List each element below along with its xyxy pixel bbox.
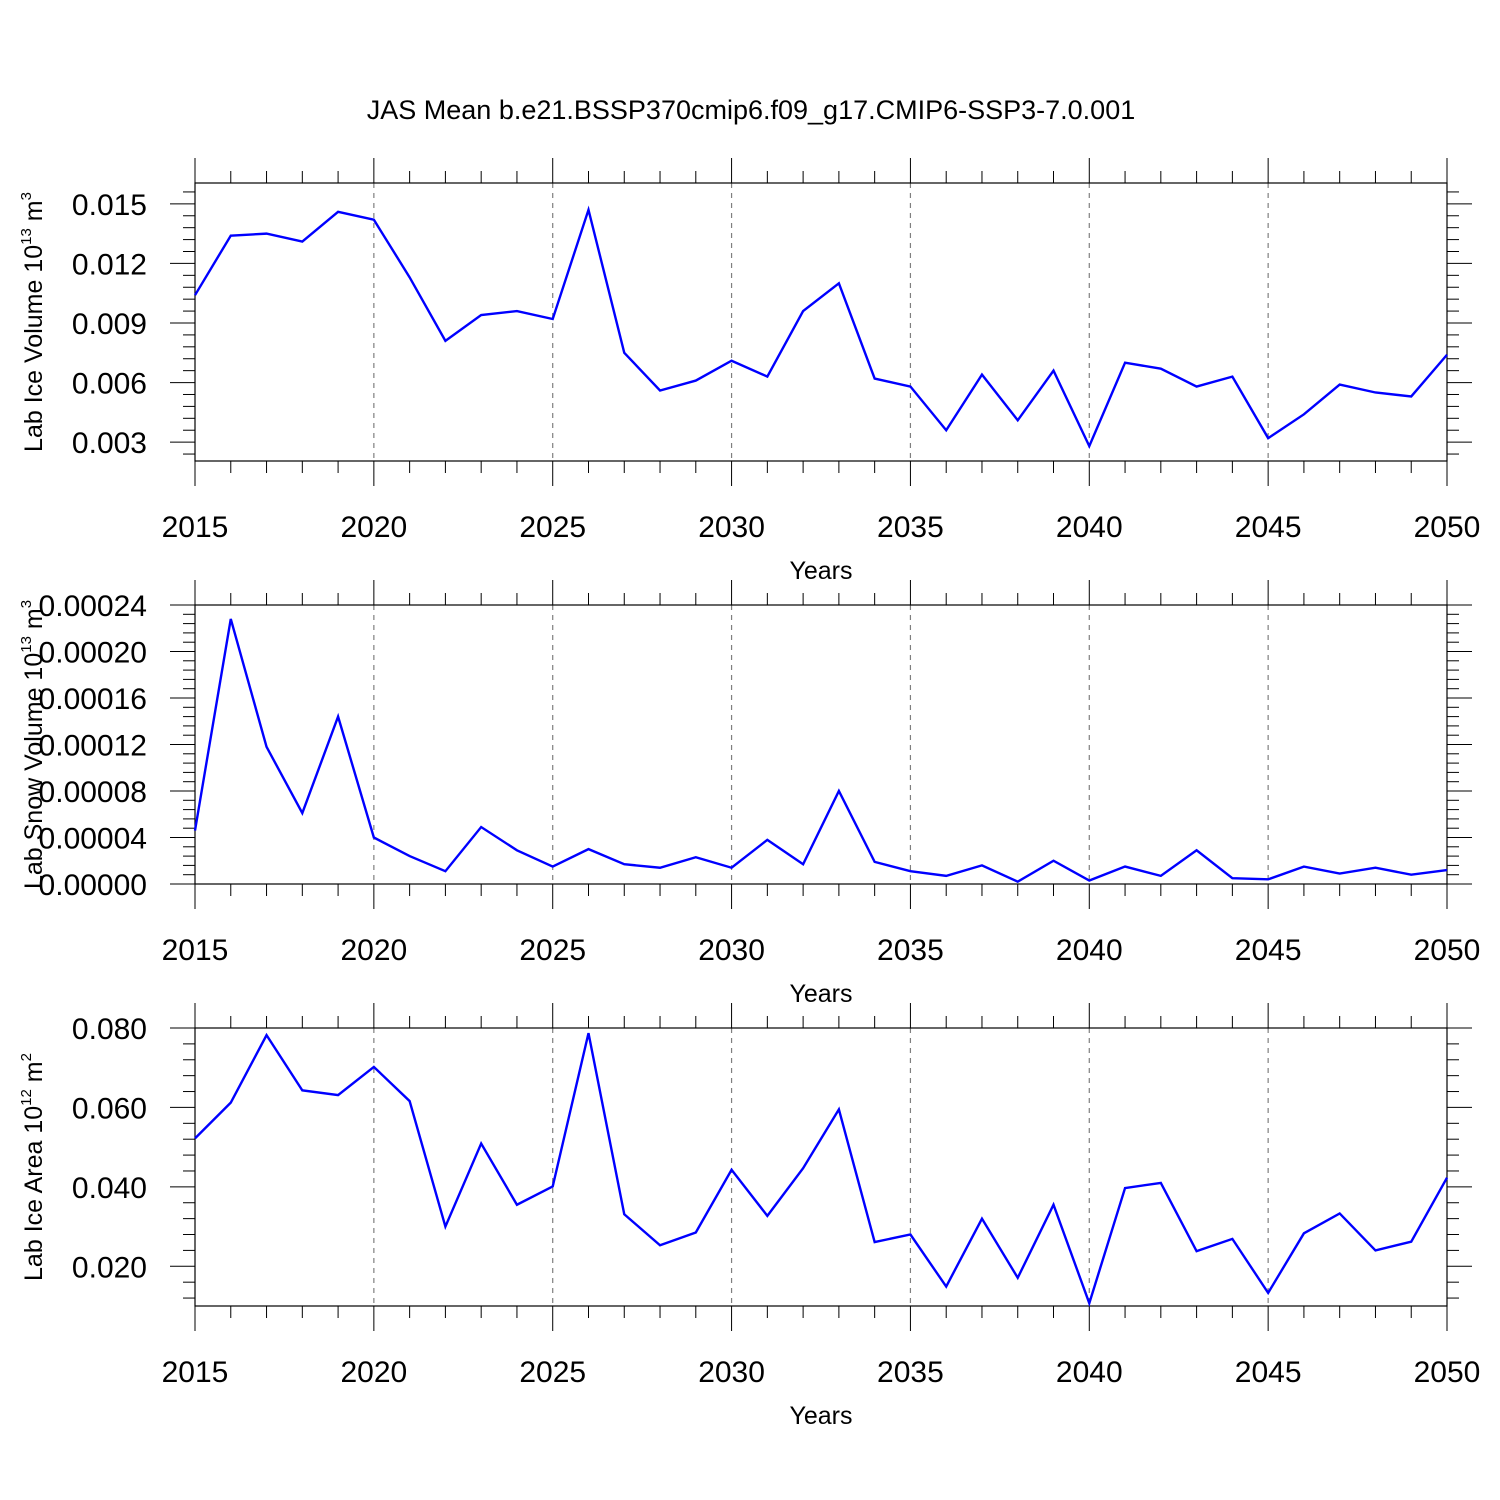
y-tick-label: 0.00000 — [39, 869, 147, 902]
y-axis-label-part: m — [20, 608, 48, 636]
y-tick-label: 0.00004 — [39, 823, 147, 856]
x-tick-label: 2035 — [877, 511, 944, 544]
x-tick-label: 2040 — [1056, 1356, 1123, 1389]
x-tick-label: 2045 — [1235, 511, 1302, 544]
x-tick-label: 2020 — [340, 934, 407, 967]
series-line — [193, 618, 1448, 884]
y-tick-label: 0.020 — [72, 1251, 147, 1284]
y-tick-label: 0.00008 — [39, 776, 147, 809]
y-tick-label: 0.003 — [72, 427, 147, 460]
y-axis-label-part: Lab Ice Volume 10 — [20, 245, 48, 452]
series-line — [193, 205, 1448, 450]
series-line — [194, 1032, 1449, 1307]
y-tick-label: 0.00024 — [39, 590, 147, 623]
y-axis-label-part: Lab Snow Volume 10 — [20, 653, 48, 889]
y-axis-label-part: m — [20, 200, 48, 228]
plot-frame — [194, 1027, 1448, 1307]
x-tick-label: 2035 — [877, 1356, 944, 1389]
x-tick-label: 2020 — [340, 511, 407, 544]
y-axis-label-superscript: 13 — [18, 228, 35, 245]
chart-title: JAS Mean b.e21.BSSP370cmip6.f09_g17.CMIP… — [367, 95, 1135, 125]
x-tick-label: 2020 — [340, 1356, 407, 1389]
y-axis-label-superscript: 3 — [18, 600, 35, 608]
x-axis-label: Years — [789, 557, 852, 585]
panels: 0.003 0.006 0.009 0.012 0.015 2015 2020 2025 203… — [18, 158, 1480, 1430]
x-tick-label: 2030 — [698, 511, 765, 544]
y-axis-label-superscript: 13 — [18, 636, 35, 653]
y-tick-label: 0.040 — [72, 1172, 147, 1205]
x-tick-label: 2040 — [1056, 934, 1123, 967]
x-tick-label: 2035 — [877, 934, 944, 967]
y-tick-label: 0.006 — [72, 368, 147, 401]
x-tick-label: 2050 — [1414, 934, 1481, 967]
x-tick-label: 2015 — [162, 934, 229, 967]
y-axis-label: Lab Snow Volume 1013 m3 — [18, 600, 48, 889]
y-axis-label-superscript: 2 — [18, 1053, 35, 1061]
y-tick-label: 0.00016 — [39, 683, 147, 716]
y-tick-label: 0.00012 — [39, 730, 147, 763]
x-tick-label: 2050 — [1414, 511, 1481, 544]
y-axis-label: Lab Ice Area 1012 m2 — [18, 1053, 48, 1281]
chart-panel-2: 0.00000 0.00004 0.00008 0.00012 0.00016 0.000… — [18, 580, 1480, 1008]
x-tick-label: 2025 — [519, 934, 586, 967]
plot-frame — [194, 182, 1448, 462]
y-tick-label: 0.060 — [72, 1092, 147, 1125]
x-tick-label: 2050 — [1414, 1356, 1481, 1389]
y-tick-label: 0.009 — [72, 308, 147, 341]
x-tick-label: 2025 — [519, 1356, 586, 1389]
x-axis-label: Years — [789, 1402, 852, 1430]
x-axis-label: Years — [789, 980, 852, 1008]
y-axis-label-superscript: 3 — [18, 192, 35, 200]
x-tick-label: 2040 — [1056, 511, 1123, 544]
y-tick-label: 0.012 — [72, 248, 147, 281]
chart-panel-1: 0.003 0.006 0.009 0.012 0.015 2015 2020 2025 203… — [18, 158, 1480, 585]
y-axis-label-superscript: 12 — [18, 1089, 35, 1106]
y-tick-label: 0.015 — [72, 189, 147, 222]
y-axis-label-part: m — [20, 1061, 48, 1089]
x-tick-label: 2015 — [162, 511, 229, 544]
y-tick-label: 0.080 — [72, 1013, 147, 1046]
y-axis-label-part: Lab Ice Area 10 — [20, 1106, 48, 1281]
x-tick-label: 2030 — [698, 934, 765, 967]
x-tick-label: 2015 — [162, 1356, 229, 1389]
x-tick-label: 2030 — [698, 1356, 765, 1389]
x-tick-label: 2025 — [519, 511, 586, 544]
x-tick-label: 2045 — [1235, 934, 1302, 967]
y-tick-label: 0.00020 — [39, 637, 147, 670]
y-axis-label: Lab Ice Volume 1013 m3 — [18, 192, 48, 452]
chart-panel-3: 0.020 0.040 0.060 0.080 2015 2020 2025 2030 2035… — [18, 1003, 1480, 1430]
x-tick-label: 2045 — [1235, 1356, 1302, 1389]
